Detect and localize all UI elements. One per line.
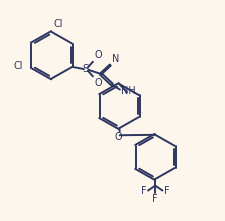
Text: Cl: Cl [13,61,23,71]
Text: F: F [153,194,158,204]
Text: F: F [164,185,169,196]
Text: S: S [83,64,90,74]
Text: F: F [141,185,147,196]
Text: NH: NH [121,86,135,96]
Text: Cl: Cl [54,19,63,29]
Text: O: O [94,78,102,88]
Text: O: O [94,50,102,60]
Text: N: N [112,54,119,64]
Text: O: O [114,132,122,142]
